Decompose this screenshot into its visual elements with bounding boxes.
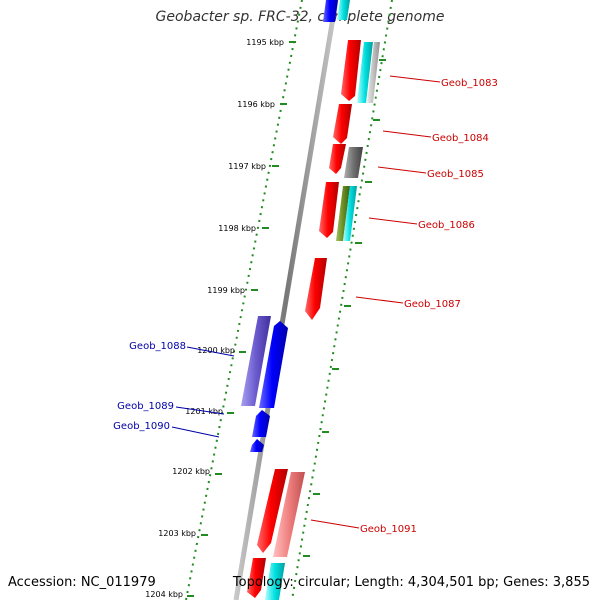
genome-backbone bbox=[233, 0, 339, 600]
feature-geob-1086-olive[interactable] bbox=[336, 186, 350, 241]
gene-label-geob-1089[interactable]: Geob_1089 bbox=[117, 401, 174, 412]
tick-label-1196: 1196 kbp bbox=[237, 100, 275, 109]
feature-geob-1083-red[interactable] bbox=[341, 40, 361, 101]
label-leaders bbox=[171, 75, 441, 529]
feature-geob-1086-cyan[interactable] bbox=[343, 186, 357, 241]
gene-label-geob-1085[interactable]: Geob_1085 bbox=[427, 169, 484, 180]
gene-label-geob-1088[interactable]: Geob_1088 bbox=[129, 341, 186, 352]
feature-geob-1090-blue[interactable] bbox=[250, 439, 264, 452]
feature-geob-1085-gray[interactable] bbox=[344, 147, 363, 178]
feature-geob-1088-blue[interactable] bbox=[259, 321, 288, 408]
tick-label-1200: 1200 kbp bbox=[197, 346, 235, 355]
feature-geob-1089-blue[interactable] bbox=[252, 410, 270, 437]
feature-geob-1085-red[interactable] bbox=[329, 144, 346, 174]
outer-tick-marks bbox=[303, 59, 386, 557]
feature-geob-1088-violet[interactable] bbox=[241, 316, 271, 406]
tick-label-1204: 1204 kbp bbox=[145, 590, 183, 599]
map-title: Geobacter sp. FRC-32, complete genome bbox=[155, 9, 445, 25]
feature-geob-1083-cyan[interactable] bbox=[357, 42, 373, 103]
tick-label-1195: 1195 kbp bbox=[246, 38, 284, 47]
feature-geob-1084-red[interactable] bbox=[333, 104, 352, 144]
gene-labels: Geob_1083 Geob_1084 Geob_1085 Geob_1086 … bbox=[113, 78, 498, 535]
topology-text: Topology: circular; Length: 4,304,501 bp… bbox=[232, 575, 590, 590]
feature-geob-1091-pink[interactable] bbox=[273, 472, 305, 557]
gene-label-geob-1090[interactable]: Geob_1090 bbox=[113, 421, 170, 432]
feature-cyan-top[interactable] bbox=[337, 0, 350, 20]
tick-label-1197: 1197 kbp bbox=[228, 162, 266, 171]
outer-scale bbox=[291, 0, 393, 600]
feature-geob-1091-red[interactable] bbox=[257, 469, 288, 553]
tick-label-1203: 1203 kbp bbox=[158, 529, 196, 538]
gene-label-geob-1086[interactable]: Geob_1086 bbox=[418, 220, 475, 231]
feature-geob-1087-red[interactable] bbox=[305, 258, 327, 320]
feature-red-bottom[interactable] bbox=[247, 558, 266, 598]
gene-label-geob-1084[interactable]: Geob_1084 bbox=[432, 133, 489, 144]
inner-tick-marks bbox=[187, 41, 296, 597]
gene-label-geob-1091[interactable]: Geob_1091 bbox=[360, 524, 417, 535]
feature-blue-top[interactable] bbox=[323, 0, 338, 22]
gene-label-geob-1083[interactable]: Geob_1083 bbox=[441, 78, 498, 89]
tick-label-1199: 1199 kbp bbox=[207, 286, 245, 295]
feature-geob-1083-gray[interactable] bbox=[367, 42, 380, 103]
features bbox=[241, 0, 380, 600]
feature-geob-1086-red[interactable] bbox=[319, 182, 339, 238]
tick-label-1202: 1202 kbp bbox=[172, 467, 210, 476]
gene-label-geob-1087[interactable]: Geob_1087 bbox=[404, 299, 461, 310]
accession-text: Accession: NC_011979 bbox=[8, 575, 156, 590]
tick-label-1198: 1198 kbp bbox=[218, 224, 256, 233]
feature-cyan-bottom[interactable] bbox=[265, 563, 285, 600]
